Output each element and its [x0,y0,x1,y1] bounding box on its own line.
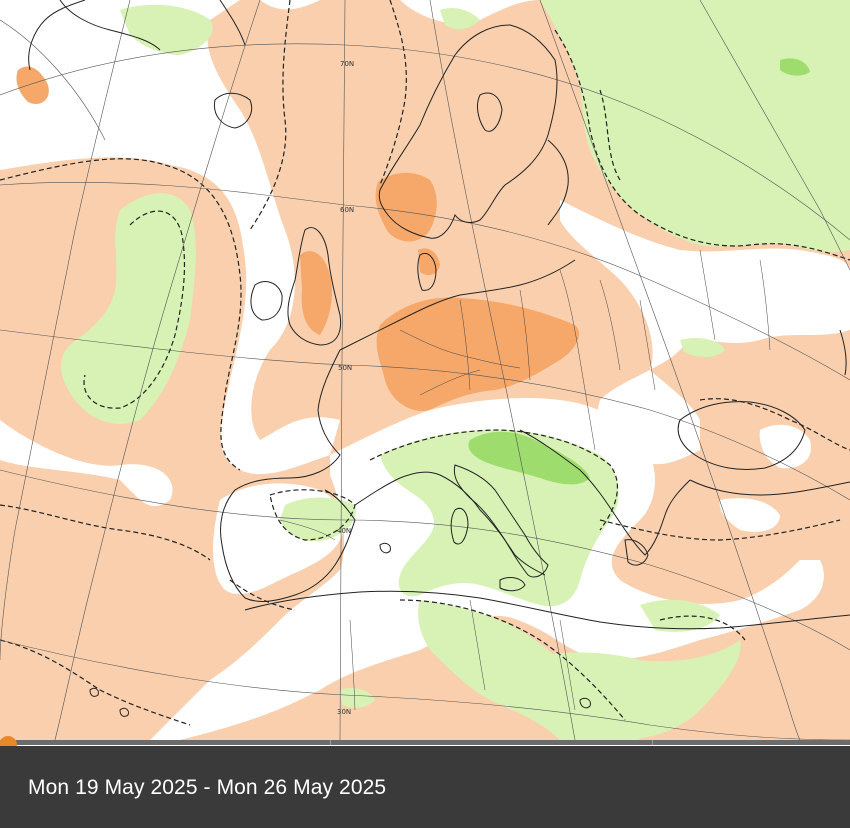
latitude-labels: 70N 60N 50N 40N 30N [337,60,354,716]
caption-bar: Mon 19 May 2025 - Mon 26 May 2025 [0,746,850,828]
anomaly-map: 70N 60N 50N 40N 30N [0,0,850,740]
date-range-caption: Mon 19 May 2025 - Mon 26 May 2025 [28,776,387,799]
coastlines [28,0,850,717]
graticule [0,0,850,740]
anomaly-contours [0,0,850,726]
lat-label-30n: 30N [337,708,351,716]
time-slider-tick [330,740,331,745]
lat-label-50n: 50N [338,364,352,372]
wet-anomaly-light [60,0,850,740]
lat-label-70n: 70N [340,60,354,68]
wet-anomaly-strong [468,58,810,485]
map-canvas: 70N 60N 50N 40N 30N [0,0,850,740]
lat-label-60n: 60N [340,206,354,214]
country-borders [279,249,771,711]
time-slider-track[interactable] [0,740,850,745]
warm-anomaly-strong [16,66,580,411]
time-slider-tick [652,740,653,745]
lat-label-40n: 40N [337,527,351,535]
